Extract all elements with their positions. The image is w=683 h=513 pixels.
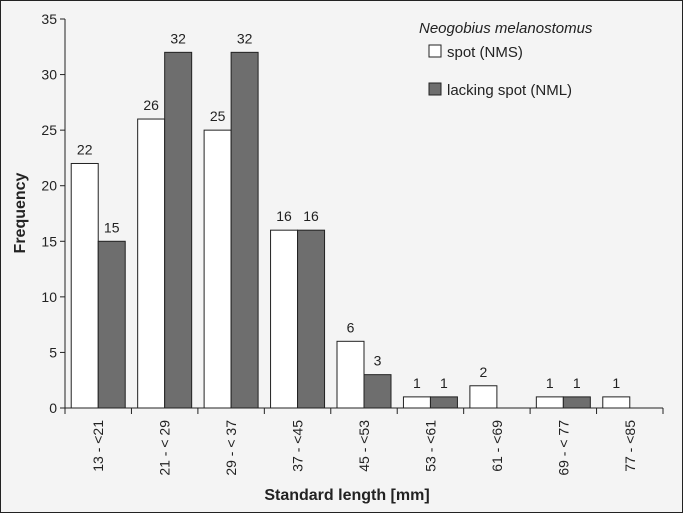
bar-spot [469, 385, 498, 409]
bar-spot [270, 229, 299, 409]
bar-lacking-spot [562, 396, 591, 409]
y-tick-label: 25 [41, 122, 57, 138]
bar-spot [602, 396, 631, 409]
y-tick-label: 0 [49, 400, 57, 416]
legend-swatch-spot [428, 44, 442, 58]
y-tick-label: 15 [41, 233, 57, 249]
data-label-spot: 1 [413, 375, 421, 391]
x-axis-title: Standard length [mm] [264, 487, 429, 504]
x-tick-label: 21 - < 29 [157, 420, 173, 476]
x-tick-label: 37 - <45 [290, 420, 306, 472]
bar-lacking-spot [363, 374, 392, 409]
x-tick-label: 61 - <69 [489, 420, 505, 472]
bar-spot [70, 162, 99, 409]
x-tick-label: 13 - <21 [90, 420, 106, 472]
x-tick-label: 29 - < 37 [223, 420, 239, 476]
bar-lacking-spot [164, 51, 193, 409]
y-tick-label: 20 [41, 178, 57, 194]
data-label-lacking-spot: 1 [440, 375, 448, 391]
y-tick-label: 5 [49, 344, 57, 360]
data-label-spot: 6 [347, 319, 355, 335]
data-label-lacking-spot: 16 [303, 208, 319, 224]
bars [70, 51, 631, 409]
legend-swatch-lacking-spot [428, 82, 442, 96]
data-label-spot: 22 [77, 141, 93, 157]
bar-spot [402, 396, 431, 409]
data-label-lacking-spot: 15 [104, 219, 120, 235]
legend: Neogobius melanostomus spot (NMS) lackin… [419, 20, 593, 99]
bar-spot [203, 129, 232, 409]
data-label-lacking-spot: 32 [237, 30, 253, 46]
data-label-spot: 2 [479, 364, 487, 380]
data-labels: 22 15 26 32 25 32 16 16 6 3 1 1 2 1 1 1 [77, 30, 620, 391]
y-axis-title: Frequency [12, 172, 29, 253]
bar-spot [336, 340, 365, 409]
y-tick-label: 30 [41, 67, 57, 83]
legend-title: Neogobius melanostomus [419, 20, 593, 37]
y-tick-label: 10 [41, 289, 57, 305]
data-label-spot: 1 [612, 375, 620, 391]
bar-lacking-spot [429, 396, 458, 409]
x-tick-label: 69 - < 77 [555, 420, 571, 476]
data-label-lacking-spot: 1 [573, 375, 581, 391]
bar-spot [535, 396, 564, 409]
x-tick-label: 53 - <61 [422, 420, 438, 472]
data-label-lacking-spot: 32 [170, 30, 186, 46]
data-label-spot: 25 [210, 108, 226, 124]
legend-entry-spot: spot (NMS) [447, 44, 523, 61]
bar-lacking-spot [230, 51, 259, 409]
data-label-lacking-spot: 3 [374, 353, 382, 369]
bar-lacking-spot [297, 229, 326, 409]
data-label-spot: 1 [546, 375, 554, 391]
bar-spot [137, 118, 166, 409]
data-label-spot: 16 [276, 208, 292, 224]
y-tick-labels: 0 5 10 15 20 25 30 35 [41, 11, 57, 416]
bar-lacking-spot [97, 240, 126, 409]
y-tick-label: 35 [41, 11, 57, 27]
x-tick-label: 45 - <53 [356, 420, 372, 472]
data-label-spot: 26 [143, 97, 159, 113]
legend-entry-lacking-spot: lacking spot (NML) [447, 82, 572, 99]
x-tick-label: 77 - <85 [622, 420, 638, 472]
x-tick-labels: 13 - <21 21 - < 29 29 - < 37 37 - <45 45 - <… [90, 420, 638, 476]
